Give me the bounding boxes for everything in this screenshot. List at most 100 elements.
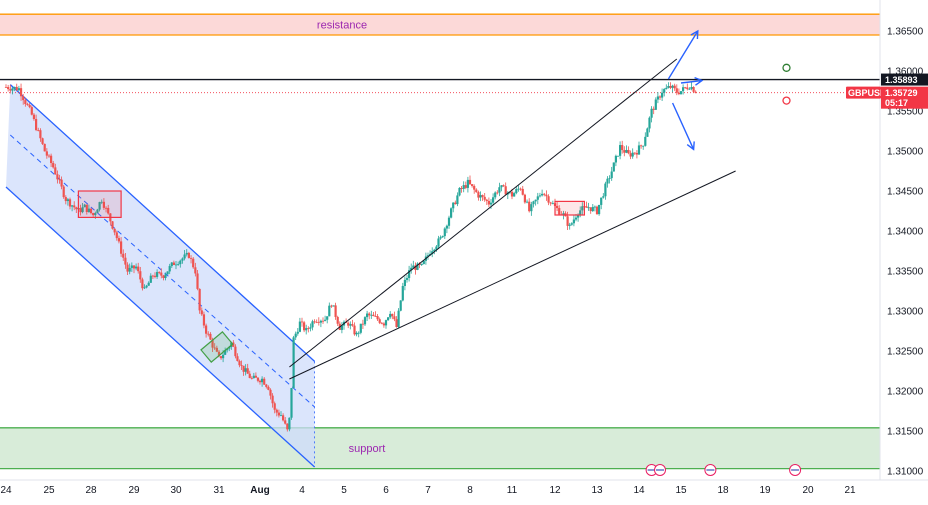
candle-body xyxy=(510,191,514,197)
y-tick-label: 1.33000 xyxy=(887,307,924,318)
candle-body xyxy=(648,117,651,129)
candle-body xyxy=(504,186,507,195)
candle-body xyxy=(602,196,605,198)
candle-body xyxy=(361,323,364,325)
candle-body xyxy=(677,92,680,95)
candle-body xyxy=(222,354,225,359)
candle-body xyxy=(629,153,632,157)
candle-body xyxy=(577,214,580,218)
candle-body xyxy=(661,92,664,98)
candle-body xyxy=(104,207,108,209)
candle-body xyxy=(236,356,239,361)
candle-body xyxy=(145,285,148,288)
candle-body xyxy=(445,225,448,229)
symbol-tag xyxy=(846,86,881,99)
candle-body xyxy=(158,272,161,273)
candle-body xyxy=(313,321,316,323)
candle-body xyxy=(410,267,413,271)
candle-body xyxy=(68,199,72,207)
candle-body xyxy=(532,201,535,205)
candle-body xyxy=(83,204,86,208)
consolidation-box-1 xyxy=(77,190,122,218)
candle-body xyxy=(585,206,588,208)
candle-body xyxy=(238,360,241,366)
candle-body xyxy=(113,228,116,233)
candle-body xyxy=(7,87,10,90)
candle-body xyxy=(395,319,398,327)
candle-body xyxy=(690,87,693,89)
candle-body xyxy=(363,317,367,325)
candle-body xyxy=(646,128,649,137)
rising-channel-lower xyxy=(289,170,736,380)
x-tick-label: 19 xyxy=(759,485,771,496)
candle-body xyxy=(37,130,40,131)
candle-body xyxy=(408,270,411,279)
candle-body xyxy=(610,171,613,179)
candle-body xyxy=(96,209,99,213)
candle-body xyxy=(185,252,188,255)
candle-body xyxy=(319,320,322,323)
candle-body xyxy=(426,255,430,257)
candle-body xyxy=(351,324,354,326)
candle-body xyxy=(545,194,548,197)
x-tick-label: 20 xyxy=(802,485,814,496)
candle-body xyxy=(612,162,615,172)
candle-body xyxy=(181,258,184,261)
candle-body xyxy=(92,213,95,216)
candle-body xyxy=(530,204,533,212)
candle-body xyxy=(633,152,636,154)
candle-body xyxy=(198,288,201,311)
candle-body xyxy=(538,195,542,197)
candle-body xyxy=(587,207,590,209)
candle-body xyxy=(168,266,171,272)
projection-arrow-3 xyxy=(671,102,695,150)
candle-body xyxy=(606,178,609,184)
candle-body xyxy=(487,200,490,205)
candle-body xyxy=(263,378,266,385)
candle-body xyxy=(437,238,440,247)
candle-body xyxy=(107,207,110,214)
candle-body xyxy=(271,395,274,404)
candle-body xyxy=(403,279,406,287)
candle-body xyxy=(614,155,617,163)
candle-body xyxy=(475,189,478,193)
candle-body xyxy=(122,253,125,258)
candle-body xyxy=(32,114,36,120)
candle-body xyxy=(81,207,84,213)
candle-body xyxy=(43,143,46,152)
candle-body xyxy=(172,262,175,265)
candle-body xyxy=(298,321,301,332)
level-price-tag xyxy=(881,73,928,86)
candle-body xyxy=(679,91,683,95)
projection-arrow-2 xyxy=(680,79,703,84)
candle-body xyxy=(305,328,308,331)
candle-body xyxy=(66,199,69,202)
candle-body xyxy=(200,310,203,315)
candle-body xyxy=(441,236,444,238)
candle-body xyxy=(631,152,634,157)
x-tick-label: 15 xyxy=(675,485,687,496)
candle-body xyxy=(416,263,419,270)
candle-body xyxy=(355,332,358,335)
candle-body xyxy=(132,265,136,269)
red-marker-circle xyxy=(782,96,791,105)
candle-body xyxy=(671,85,674,88)
candle-body xyxy=(250,377,253,379)
candle-body xyxy=(35,119,38,131)
candle-body xyxy=(246,368,249,374)
candle-body xyxy=(650,108,653,118)
candle-body xyxy=(523,194,526,203)
candle-body xyxy=(277,412,280,416)
candle-body xyxy=(85,204,88,213)
candle-body xyxy=(494,192,497,198)
projection-arrow-head-2 xyxy=(694,76,704,86)
candle-body xyxy=(694,91,697,94)
candle-body xyxy=(547,196,550,203)
candle-body xyxy=(608,178,611,179)
candle-body xyxy=(598,204,601,215)
candle-body xyxy=(401,286,404,301)
candle-body xyxy=(211,339,214,348)
candle-body xyxy=(443,228,446,237)
candle-body xyxy=(481,195,484,197)
